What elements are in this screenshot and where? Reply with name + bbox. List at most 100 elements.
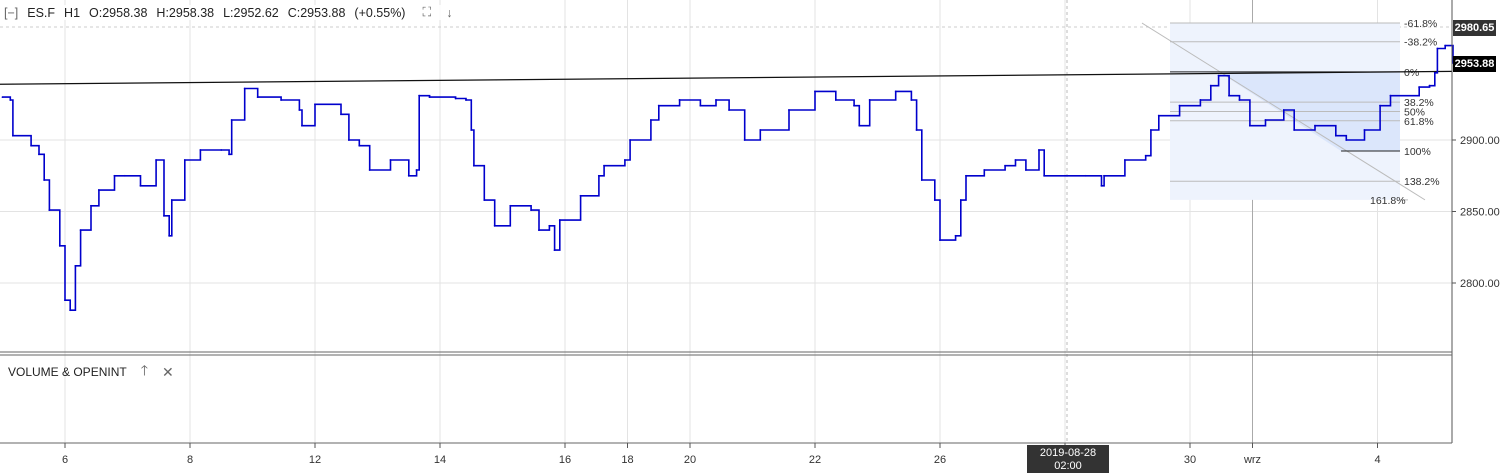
price-point [1418,86,1421,88]
price-point [965,174,967,177]
price-point [389,159,392,161]
price-point [454,97,457,100]
price-point [834,99,837,101]
price-point [123,174,126,177]
x-tick-label: 6 [62,454,68,466]
x-tick-label: 8 [187,454,193,466]
price-point [298,109,301,111]
price-point [256,96,259,98]
price-point [910,99,913,101]
price-point [1100,184,1103,187]
price-point [1025,169,1027,171]
fib-level-label: 50% [1404,106,1425,118]
price-point [428,96,431,98]
price-point [1043,174,1046,177]
price-point [728,109,730,111]
download-icon[interactable]: ↓ [446,5,453,20]
price-point [933,199,936,201]
fib-level-label: 38.2% [1404,97,1434,109]
move-up-icon[interactable]: 🡑 [140,362,148,378]
price-point [1178,104,1181,107]
price-point [715,99,717,101]
price-point [1084,174,1087,177]
interval[interactable]: H1 [64,5,81,20]
price-point [280,99,283,101]
x-tick-label: 16 [559,454,571,466]
change-value: (+0.55%) [354,5,406,20]
price-point [1123,159,1126,161]
price-point [139,184,142,187]
price-point [90,204,92,207]
price-point [12,134,14,137]
price-point [347,139,350,141]
close-icon[interactable]: ✕ [161,363,174,380]
price-point [657,104,660,107]
price-point [1389,94,1392,97]
price-point [1314,124,1316,127]
x-tick-label: 20 [684,454,696,466]
price-point [1144,154,1147,157]
price-point [243,87,246,90]
price-point [788,109,790,111]
price-point [228,153,230,156]
price-point [1228,94,1230,97]
price-point [1064,174,1066,177]
price-point [58,244,61,247]
price-point [230,119,233,121]
volume-pane-header: VOLUME & OPENINT 🡑 ✕ [8,360,174,384]
price-point [472,164,475,167]
price-point [168,234,171,237]
price-point [553,249,556,252]
price-point [155,159,158,161]
crosshair-date-label: 2019-08-28 02:00 [1027,445,1109,473]
price-point [939,239,941,242]
price-point [314,103,316,106]
high-value: H:2958.38 [156,5,215,20]
price-point [48,209,51,211]
collapse-icon[interactable]: [−] [4,5,19,20]
price-point [465,99,467,101]
price-point [558,219,561,221]
price-point [1345,139,1348,141]
price-point [915,129,918,131]
price-point [1038,149,1040,151]
price-point [358,144,361,147]
close-value: C:2953.88 [287,5,346,20]
fullscreen-icon[interactable]: ⛶ [422,5,432,19]
price-point [74,264,77,267]
volume-pane-title: VOLUME & OPENINT [8,365,127,379]
price-point [954,234,957,237]
price-point [678,99,681,101]
price-point [1157,114,1160,117]
price-point [650,119,652,121]
price-point [579,194,582,197]
price-point [548,224,551,227]
price-point [340,113,342,116]
price-point [183,159,186,161]
fib-level-label: 0% [1404,67,1419,79]
price-point [538,229,540,231]
x-tick-label: wrz [1243,454,1261,466]
price-point [1334,134,1337,137]
price-point [1379,104,1382,107]
price-point [483,199,486,201]
low-value: L:2952.62 [223,5,279,20]
price-point [38,153,40,156]
price-point [1004,164,1007,167]
price-point [301,124,303,127]
x-tick-label: 4 [1374,454,1380,466]
price-point [64,299,66,302]
x-tick-label: 18 [621,454,633,466]
price-point [853,104,855,107]
price-point [759,129,762,131]
price-point [407,174,410,177]
price-point [69,309,72,312]
price-point [509,204,512,207]
fib-level-label: -61.8% [1404,18,1437,30]
price-point [1436,47,1439,50]
price-point [983,169,986,171]
chart-header: [−] ES.F H1 O:2958.38 H:2958.38 L:2952.6… [4,5,457,20]
price-point [1,96,4,98]
price-point [1282,109,1285,111]
